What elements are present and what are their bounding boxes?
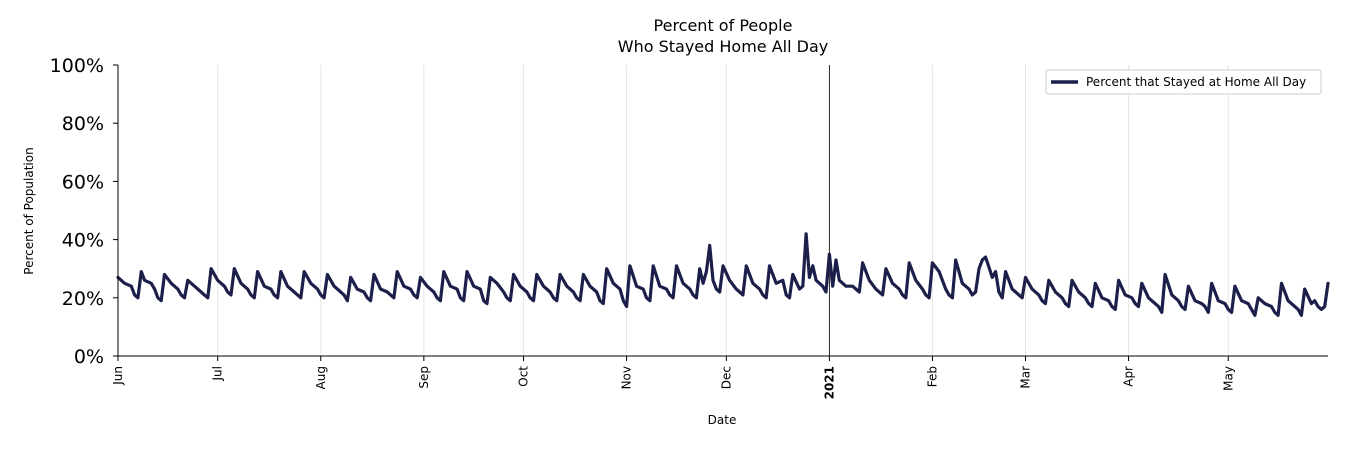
y-axis-label: Percent of Population xyxy=(22,147,36,274)
y-tick-label: 80% xyxy=(62,113,104,135)
x-axis-label: Date xyxy=(708,413,737,427)
x-tick-label: Sep xyxy=(417,366,431,389)
series-layer xyxy=(116,232,1330,317)
x-tick-label: May xyxy=(1221,366,1235,391)
y-tick-label: 40% xyxy=(62,230,104,252)
series-line xyxy=(116,232,1330,317)
x-tick-label: Mar xyxy=(1019,366,1033,389)
y-tick-label: 20% xyxy=(62,288,104,310)
legend: Percent that Stayed at Home All Day xyxy=(1045,69,1322,95)
y-tick-label: 100% xyxy=(50,55,104,77)
x-tick-label: Oct xyxy=(517,366,531,387)
x-tick-label: Jun xyxy=(111,366,125,386)
x-tick-label: Dec xyxy=(719,366,733,389)
legend-box xyxy=(1045,69,1322,95)
legend-label: Percent that Stayed at Home All Day xyxy=(1086,75,1306,89)
axes xyxy=(113,64,1328,361)
y-tick-label: 0% xyxy=(74,346,104,368)
x-tick-labels: Jun Jul Aug Sep Oct Nov Dec 2021 Feb Mar Apr May xyxy=(111,366,1235,400)
x-tick-label: Aug xyxy=(314,366,328,389)
y-tick-labels: 0% 20% 40% 60% 80% 100% xyxy=(50,55,104,368)
x-tick-label: 2021 xyxy=(822,366,836,399)
chart-title-line-1: Percent of People xyxy=(654,16,793,35)
grid-lines xyxy=(117,65,1229,356)
x-tick-label: Jul xyxy=(211,366,225,381)
y-tick-label: 60% xyxy=(62,171,104,193)
x-tick-label: Nov xyxy=(620,366,634,389)
chart-title-line-2: Who Stayed Home All Day xyxy=(618,37,828,56)
x-tick-label: Feb xyxy=(925,366,939,387)
x-tick-label: Apr xyxy=(1122,366,1136,387)
